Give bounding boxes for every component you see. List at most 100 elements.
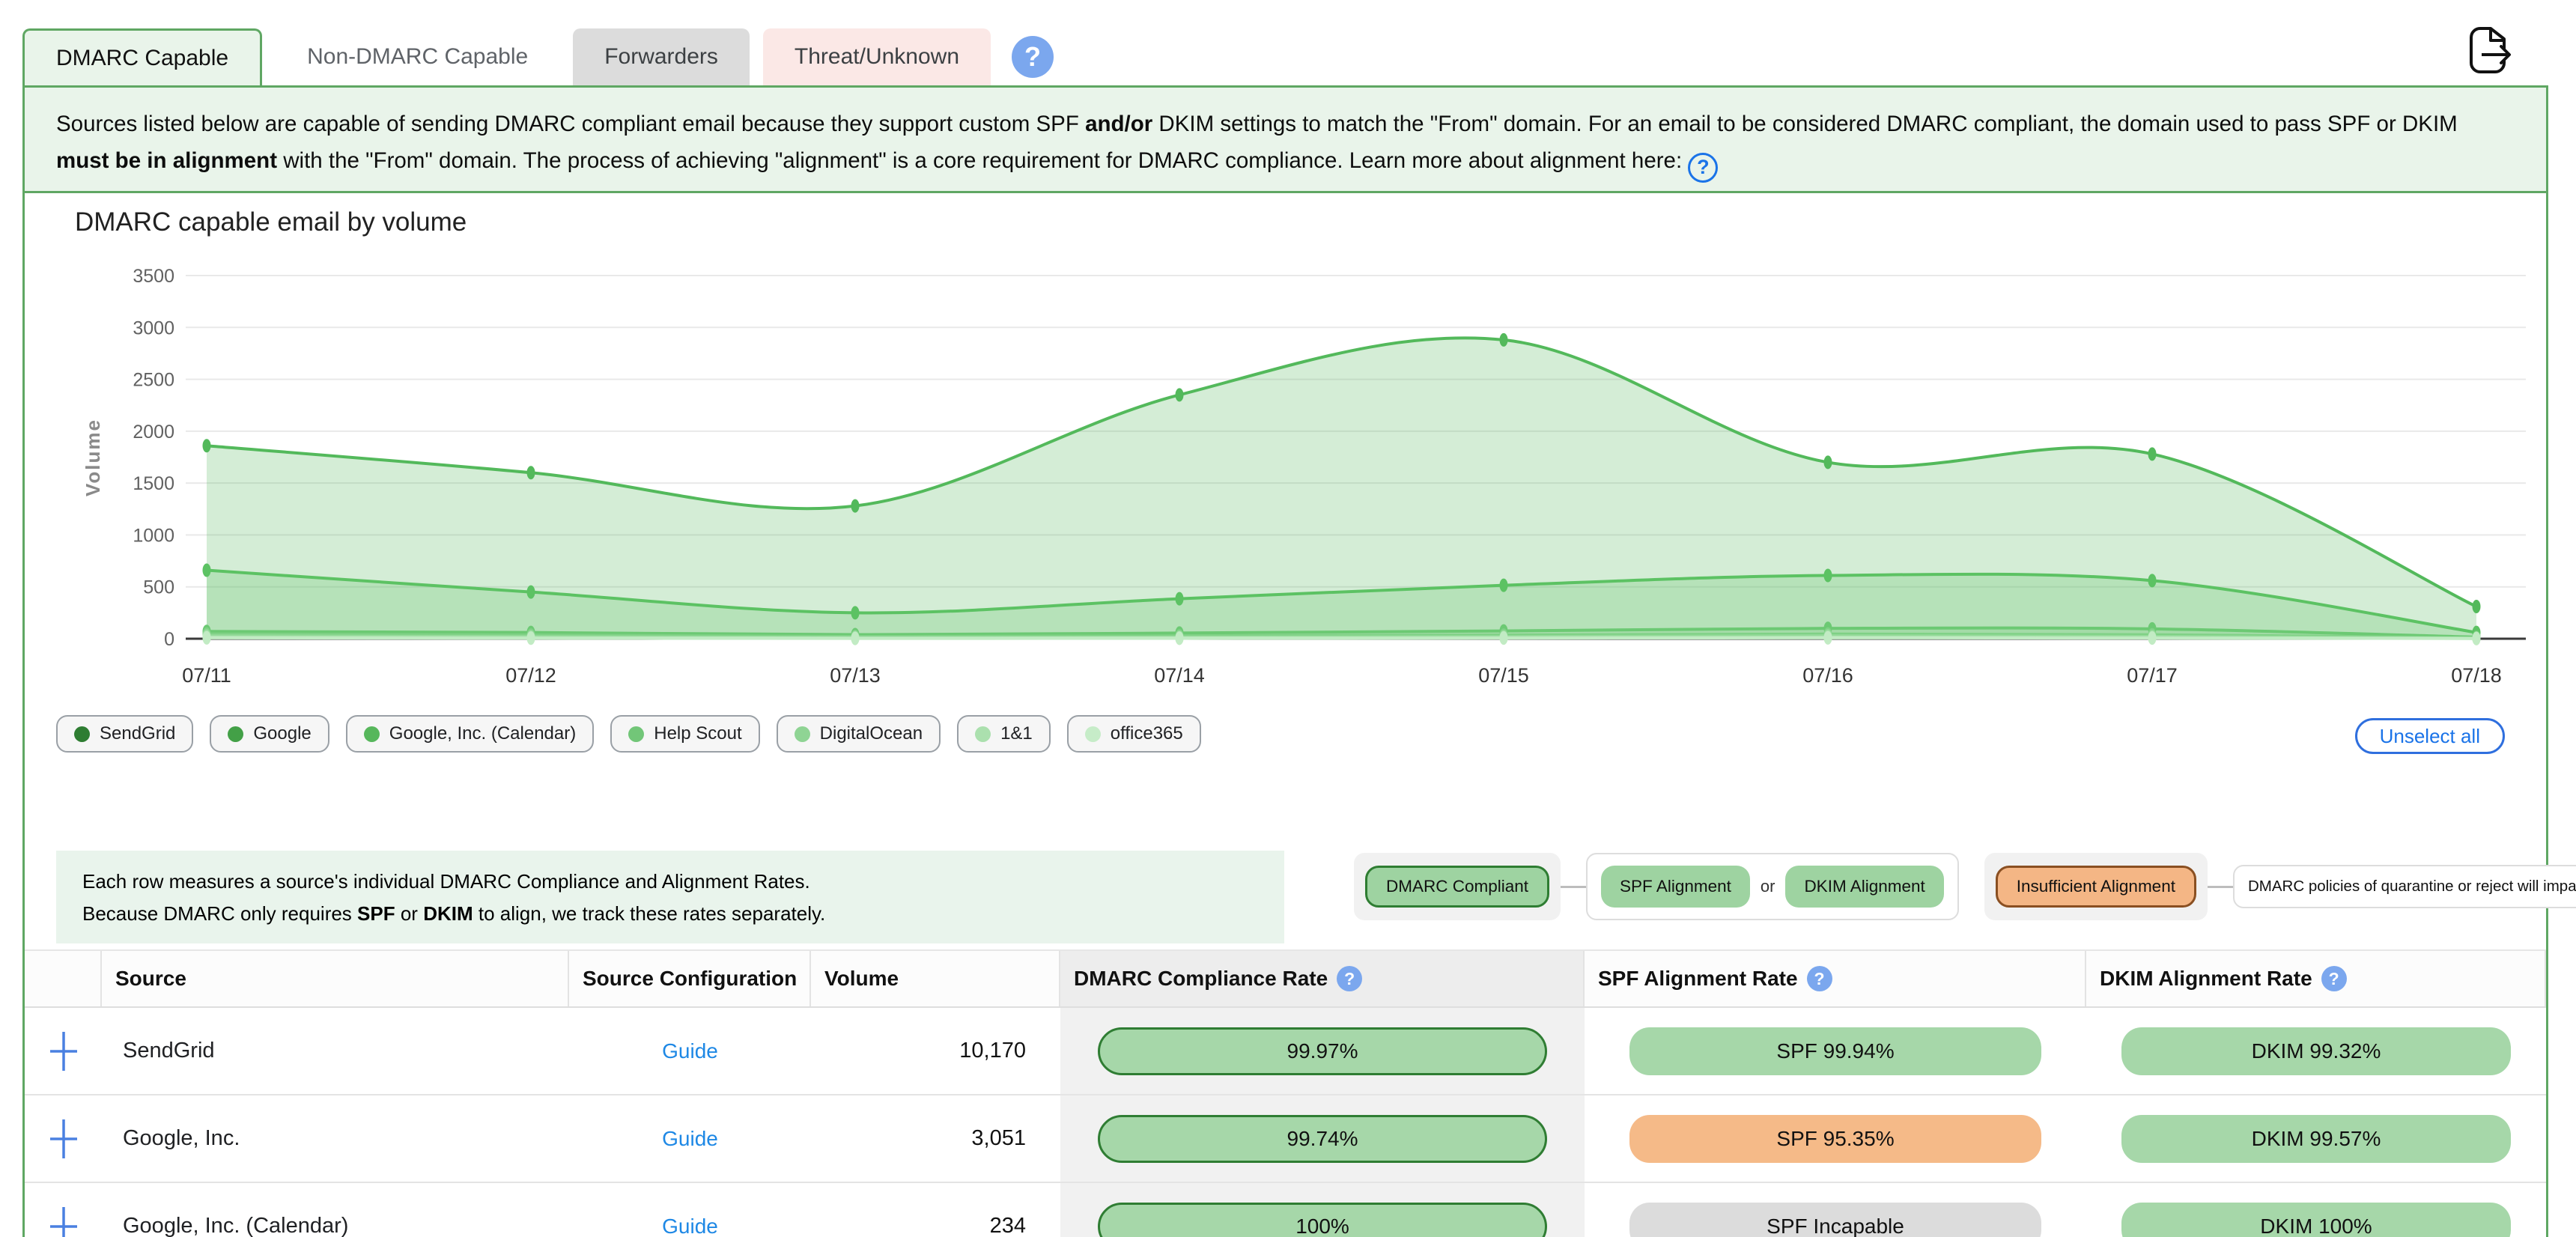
tab-forwarders[interactable]: Forwarders [573, 28, 750, 85]
expand-row-button[interactable] [25, 1008, 102, 1094]
guide-link[interactable]: Guide [662, 1214, 718, 1237]
legend-chip-office365[interactable]: office365 [1066, 715, 1201, 753]
spf-alignment-cell: SPF 95.35% [1585, 1095, 2086, 1182]
header-source: Source [102, 951, 569, 1006]
volume-value: 3,051 [971, 1126, 1026, 1150]
tab-non-dmarc-capable[interactable]: Non-DMARC Capable [276, 28, 560, 85]
table-row-google-inc-: Google, Inc. Guide 3,051 99.74% SPF 95.35% DK… [25, 1095, 2546, 1183]
alignment-legend: SPF Alignment or DKIM Alignment [1586, 853, 1959, 920]
or-label: or [1760, 877, 1775, 896]
tab-dmarc-capable[interactable]: DMARC Capable [22, 28, 263, 85]
policy-note-text: DMARC policies of quarantine or reject w… [2247, 878, 2576, 895]
dkim-alignment-cell: DKIM 99.57% [2086, 1095, 2546, 1182]
dkim-alignment-cell: DKIM 100% [2086, 1183, 2546, 1237]
svg-text:0: 0 [164, 629, 174, 650]
dkim-rate-pill: DKIM 99.57% [2121, 1114, 2511, 1163]
svg-text:1000: 1000 [133, 525, 174, 546]
header-source-configuration: Source Configuration [569, 951, 811, 1006]
table-row-google-inc-calendar-: Google, Inc. (Calendar) Guide 234 100% SPF I… [25, 1183, 2546, 1237]
dmarc-compliance-cell: 100% [1060, 1183, 1585, 1237]
svg-text:1500: 1500 [133, 473, 174, 494]
export-icon[interactable] [2464, 22, 2516, 78]
table-header-row: Source Source Configuration Volume DMARC… [25, 949, 2546, 1008]
svg-text:07/18: 07/18 [2451, 664, 2502, 687]
legend-chip-label: DigitalOcean [819, 723, 923, 744]
legend-color-dot [228, 726, 244, 742]
legend-chip-label: Google, Inc. (Calendar) [389, 723, 577, 744]
guide-link[interactable]: Guide [662, 1126, 718, 1150]
svg-text:500: 500 [143, 577, 174, 598]
dmarc-compliant-legend: DMARC Compliant [1354, 853, 1561, 920]
expand-row-button[interactable] [25, 1183, 102, 1237]
legend-chip-sendgrid[interactable]: SendGrid [56, 715, 194, 753]
volume-value: 234 [989, 1214, 1026, 1237]
legend-chip-label: Help Scout [654, 723, 742, 744]
table-body: SendGrid Guide 10,170 99.97% SPF 99.94% DKIM … [25, 1008, 2546, 1237]
header-expand [25, 951, 102, 1006]
dkim-rate-pill: DKIM 99.32% [2121, 1027, 2511, 1075]
source-configuration: Guide [569, 1095, 811, 1182]
legend-color-dot [975, 726, 991, 742]
source-name: Google, Inc. [123, 1126, 240, 1150]
spf-alignment-cell: SPF Incapable [1585, 1183, 2086, 1237]
spf-rate-help-icon[interactable]: ? [1806, 966, 1832, 991]
dkim-rate-help-icon[interactable]: ? [2321, 966, 2347, 991]
header-dkim-alignment-rate: DKIM Alignment Rate? [2086, 951, 2546, 1006]
expand-row-button[interactable] [25, 1095, 102, 1182]
svg-text:Volume: Volume [82, 419, 104, 496]
compliance-rate-pill: 100% [1098, 1202, 1547, 1237]
dmarc-compliant-badge: DMARC Compliant [1365, 866, 1550, 908]
tabs-help-icon[interactable]: ? [1012, 36, 1054, 78]
source-name: Google, Inc. (Calendar) [123, 1214, 349, 1237]
source-configuration: Guide [569, 1183, 811, 1237]
tab-bar: DMARC Capable Non-DMARC Capable Forwarders… [22, 28, 1054, 85]
sources-table: Source Source Configuration Volume DMARC… [25, 949, 2546, 1237]
legend-chip-google-inc-calendar-[interactable]: Google, Inc. (Calendar) [345, 715, 595, 753]
dkim-alignment-badge: DKIM Alignment [1785, 866, 1944, 908]
chart-title: DMARC capable email by volume [75, 207, 467, 237]
dmarc-rate-help-icon[interactable]: ? [1337, 966, 1363, 991]
source-configuration: Guide [569, 1008, 811, 1094]
legend-connector [2207, 885, 2233, 888]
unselect-all-button[interactable]: Unselect all [2354, 718, 2505, 754]
legend-chip-digitalocean[interactable]: DigitalOcean [776, 715, 941, 753]
svg-text:3000: 3000 [133, 317, 174, 338]
table-row-sendgrid: SendGrid Guide 10,170 99.97% SPF 99.94% DKIM … [25, 1008, 2546, 1095]
legend-color-dot [363, 726, 380, 742]
dkim-alignment-cell: DKIM 99.32% [2086, 1008, 2546, 1094]
legend-color-dot [1084, 726, 1101, 742]
insufficient-alignment-legend: Insufficient Alignment [1984, 853, 2208, 920]
table-info-note: Each row measures a source's individual … [56, 851, 1284, 943]
dmarc-compliance-cell: 99.97% [1060, 1008, 1585, 1094]
svg-text:07/11: 07/11 [182, 664, 231, 687]
legend-connector [1561, 885, 1587, 888]
legend-chip-label: SendGrid [100, 723, 176, 744]
legend-chip-google[interactable]: Google [210, 715, 329, 753]
compliance-rate-pill: 99.97% [1098, 1027, 1547, 1075]
legend-chip-label: Google [253, 723, 312, 744]
tab-threat-unknown[interactable]: Threat/Unknown [762, 28, 991, 85]
svg-text:07/16: 07/16 [1802, 664, 1853, 687]
legend-color-dot [794, 726, 810, 742]
spf-rate-pill: SPF 99.94% [1629, 1027, 2041, 1075]
legend-color-dot [628, 726, 645, 742]
legend-chip-help-scout[interactable]: Help Scout [610, 715, 760, 753]
svg-text:3500: 3500 [133, 266, 174, 287]
description-text: Sources listed below are capable of send… [25, 88, 2546, 193]
tab-panel: Sources listed below are capable of send… [22, 85, 2576, 1237]
chart-legend: SendGrid Google Google, Inc. (Calendar) Hel… [56, 715, 1201, 753]
svg-text:2500: 2500 [133, 370, 174, 391]
legend-chip-1-1[interactable]: 1&1 [957, 715, 1051, 753]
svg-text:07/12: 07/12 [505, 664, 556, 687]
spf-rate-pill: SPF Incapable [1629, 1202, 2041, 1237]
alignment-help-icon[interactable]: ? [1688, 152, 1719, 183]
dkim-rate-pill: DKIM 100% [2121, 1202, 2511, 1237]
guide-link[interactable]: Guide [662, 1039, 718, 1063]
svg-text:07/13: 07/13 [830, 664, 881, 687]
spf-alignment-cell: SPF 99.94% [1585, 1008, 2086, 1094]
source-name: SendGrid [123, 1039, 215, 1063]
volume-value: 10,170 [959, 1039, 1026, 1063]
legend-chip-label: office365 [1110, 723, 1183, 744]
header-dmarc-compliance-rate: DMARC Compliance Rate? [1060, 951, 1585, 1006]
